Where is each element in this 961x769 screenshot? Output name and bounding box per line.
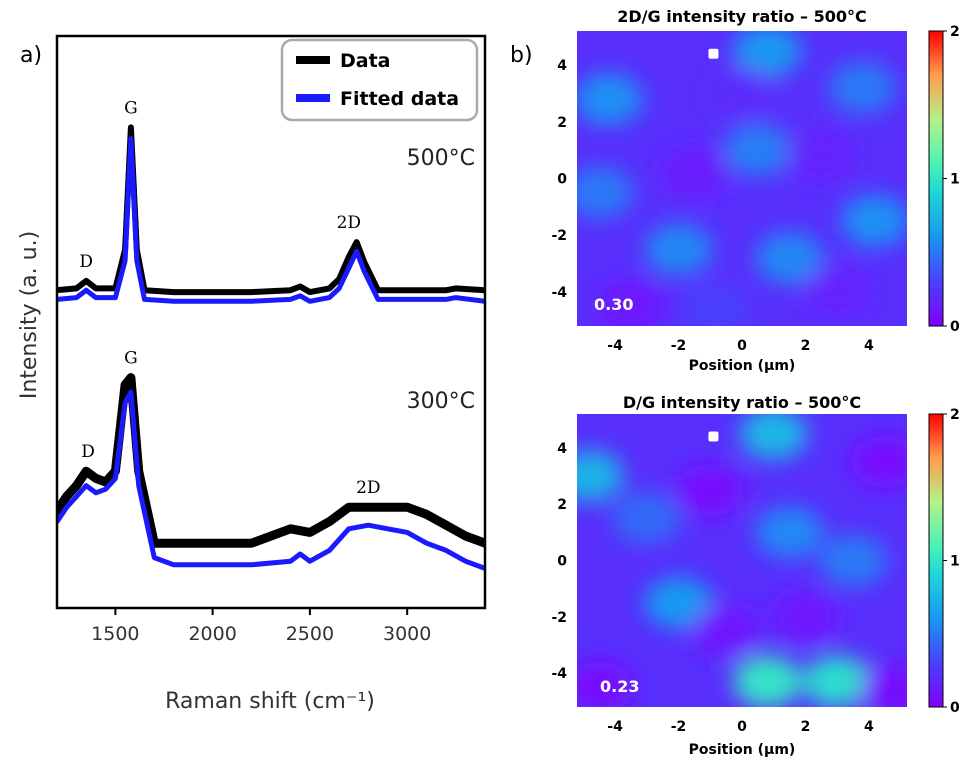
- heatmap-blob: [733, 31, 802, 77]
- x-tick-label: 4: [864, 338, 874, 354]
- heatmap-2d-g-title: 2D/G intensity ratio – 500°C: [617, 7, 866, 26]
- heatmap-2d-g-annotation: 0.30: [594, 295, 633, 314]
- heatmap-blob: [803, 265, 872, 318]
- temperature-label: 500°C: [407, 146, 475, 171]
- heatmap-blob: [723, 124, 792, 177]
- peak-label-d: D: [79, 252, 93, 272]
- colorbar: [928, 30, 944, 327]
- y-tick-label: -2: [551, 228, 567, 244]
- heatmap-blob: [660, 146, 729, 199]
- heatmap-blob: [755, 231, 824, 284]
- x-tick-label: 2: [801, 719, 811, 735]
- spectrum-300c-fit-line: [57, 389, 485, 571]
- colorbar-tick-label: 0: [950, 700, 960, 716]
- spectra-xlabel: Raman shift (cm⁻¹): [165, 689, 375, 714]
- heatmap-blob: [676, 464, 745, 517]
- y-tick-label: 4: [557, 441, 567, 457]
- legend-label-fit: Fitted data: [340, 88, 459, 110]
- heatmap-blob: [577, 73, 643, 126]
- panel-a-label: a): [20, 43, 42, 68]
- heatmap-blob: [828, 61, 897, 114]
- heatmap-blob: [644, 576, 713, 629]
- y-tick-label: 2: [557, 497, 567, 513]
- heatmap-blob: [755, 506, 824, 559]
- legend-label-data: Data: [340, 50, 391, 72]
- panel-b-label: b): [510, 43, 533, 68]
- x-tick-label: 2500: [286, 623, 334, 645]
- heatmap-blob: [860, 664, 907, 707]
- heatmap-blob: [787, 129, 856, 182]
- heatmap-blob: [682, 282, 751, 326]
- heatmap-d-g-annotation: 0.23: [600, 677, 639, 696]
- x-tick-label: -2: [671, 338, 687, 354]
- colorbar: [928, 413, 944, 708]
- heatmap-blob: [644, 223, 713, 276]
- y-tick-label: 2: [557, 115, 567, 131]
- position-marker: [708, 431, 719, 442]
- colorbar-tick-label: 0: [950, 319, 960, 335]
- colorbar-tick-label: 1: [950, 172, 960, 188]
- x-tick-label: -4: [607, 338, 623, 354]
- peak-label-d: D: [81, 442, 95, 462]
- colorbar-tick-label: 2: [950, 407, 960, 423]
- x-tick-label: 3000: [383, 623, 431, 645]
- heatmap-d-g-xlabel: Position (µm): [689, 742, 796, 758]
- heatmap-blob: [771, 590, 840, 643]
- heatmap-blob: [692, 604, 761, 657]
- legend-box: [280, 38, 479, 122]
- x-tick-label: -2: [671, 719, 687, 735]
- heatmap-2d-g: 2D/G intensity ratio – 500°C -4 -2 0 2 4 4 2 0 -…: [551, 7, 960, 374]
- y-tick-label: -4: [551, 666, 567, 682]
- heatmap-blob: [733, 655, 802, 707]
- heatmap-2d-g-xlabel: Position (µm): [689, 358, 796, 374]
- heatmap-blob: [577, 661, 634, 707]
- peak-label-2d: 2D: [337, 213, 361, 233]
- heatmap-blob: [850, 435, 907, 488]
- x-tick-label: 2000: [188, 623, 236, 645]
- colorbar-tick-label: 1: [950, 554, 960, 570]
- spectrum-500c-fit-line: [57, 136, 485, 304]
- heatmap-blob: [577, 166, 634, 219]
- y-tick-label: 0: [557, 554, 567, 570]
- x-tick-label: 0: [737, 338, 747, 354]
- heatmap-blob: [841, 195, 907, 248]
- heatmap-blob: [596, 280, 665, 326]
- colorbar-tick-label: 2: [950, 24, 960, 40]
- heatmap-d-g: D/G intensity ratio – 500°C -4 -2 0 2 4 4 2 0 -2…: [551, 393, 960, 758]
- spectra-ylabel: Intensity (a. u.): [17, 231, 42, 399]
- spectra-chart: 1500 2000 2500 3000 Raman shift (cm⁻¹) Inte…: [17, 34, 487, 714]
- heatmap-blob: [819, 534, 888, 587]
- x-tick-label: 2: [801, 338, 811, 354]
- heatmap-d-g-title: D/G intensity ratio – 500°C: [623, 393, 861, 412]
- x-tick-label: -4: [607, 719, 623, 735]
- y-tick-label: -4: [551, 285, 567, 301]
- y-tick-label: -2: [551, 610, 567, 626]
- x-tick-label: 1500: [91, 623, 139, 645]
- x-tick-label: 0: [737, 719, 747, 735]
- y-tick-label: 4: [557, 58, 567, 74]
- heatmap-blob: [708, 67, 776, 120]
- heatmap-blob: [739, 414, 808, 460]
- legend: Data Fitted data: [280, 38, 479, 122]
- position-marker: [708, 48, 719, 59]
- heatmap-blob: [577, 449, 624, 502]
- heatmap-blob: [612, 492, 681, 545]
- peak-label-g: G: [124, 349, 138, 369]
- temperature-label: 300°C: [407, 389, 475, 414]
- spectra-plot-frame: [55, 34, 487, 610]
- y-tick-label: 0: [557, 172, 567, 188]
- x-tick-label: 4: [864, 719, 874, 735]
- spectrum-300c-data-line: [57, 373, 485, 548]
- peak-label-2d: 2D: [356, 478, 380, 498]
- heatmap-blob: [803, 655, 872, 707]
- peak-label-g: G: [124, 98, 138, 118]
